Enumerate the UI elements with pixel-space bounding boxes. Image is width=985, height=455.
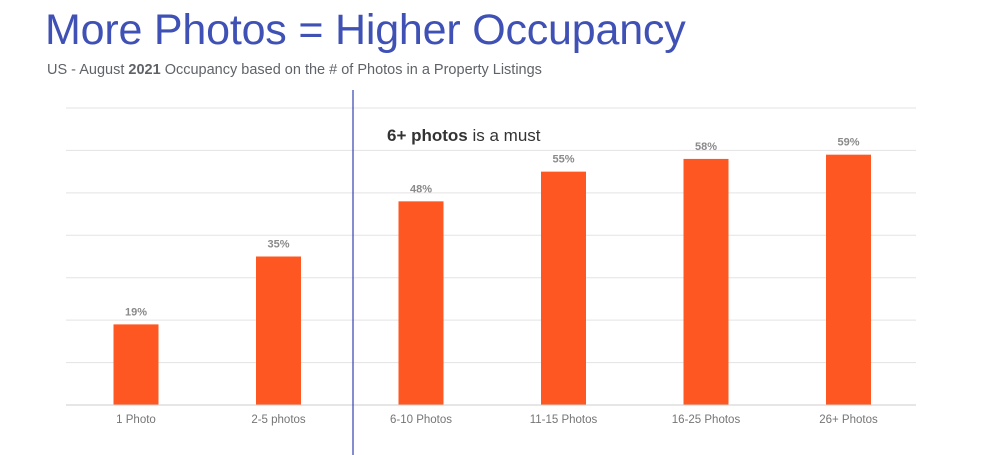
chart-value-labels: 19% 35% 48% 55% 58% 59% xyxy=(125,137,860,319)
subtitle-suffix: Occupancy based on the # of Photos in a … xyxy=(160,62,542,78)
chart-bars xyxy=(113,154,871,405)
bar xyxy=(398,201,444,405)
bar xyxy=(256,256,301,405)
annotation-bold: 6+ photos xyxy=(387,126,468,145)
category-label: 2-5 photos xyxy=(251,414,306,426)
category-label: 16-25 Photos xyxy=(672,414,741,426)
chart-subtitle: US - August 2021 Occupancy based on the … xyxy=(47,61,542,79)
bar-value-label: 48% xyxy=(410,183,432,195)
category-label: 6-10 Photos xyxy=(390,414,452,426)
category-label: 26+ Photos xyxy=(819,414,878,426)
category-label: 11-15 Photos xyxy=(530,414,598,426)
bar-value-label: 35% xyxy=(267,239,289,251)
bar xyxy=(826,154,871,405)
subtitle-year: 2021 xyxy=(128,62,161,78)
subtitle-prefix: US - August xyxy=(47,62,129,78)
annotation-rest: is a must xyxy=(467,126,541,145)
chart-category-labels: 1 Photo 2-5 photos 6-10 Photos 11-15 Photos… xyxy=(116,414,878,426)
chart-title: More Photos = Higher Occupancy xyxy=(45,6,686,54)
bar-value-label: 59% xyxy=(837,137,859,149)
category-label: 1 Photo xyxy=(116,414,156,426)
bar-value-label: 55% xyxy=(552,154,574,166)
bar xyxy=(541,171,586,405)
bar xyxy=(113,324,159,405)
bar-value-label: 58% xyxy=(695,141,717,153)
bar xyxy=(683,158,729,405)
chart-gridlines xyxy=(66,107,916,364)
bar-value-label: 19% xyxy=(125,306,147,318)
chart-annotation: 6+ photos is a must xyxy=(387,125,541,147)
